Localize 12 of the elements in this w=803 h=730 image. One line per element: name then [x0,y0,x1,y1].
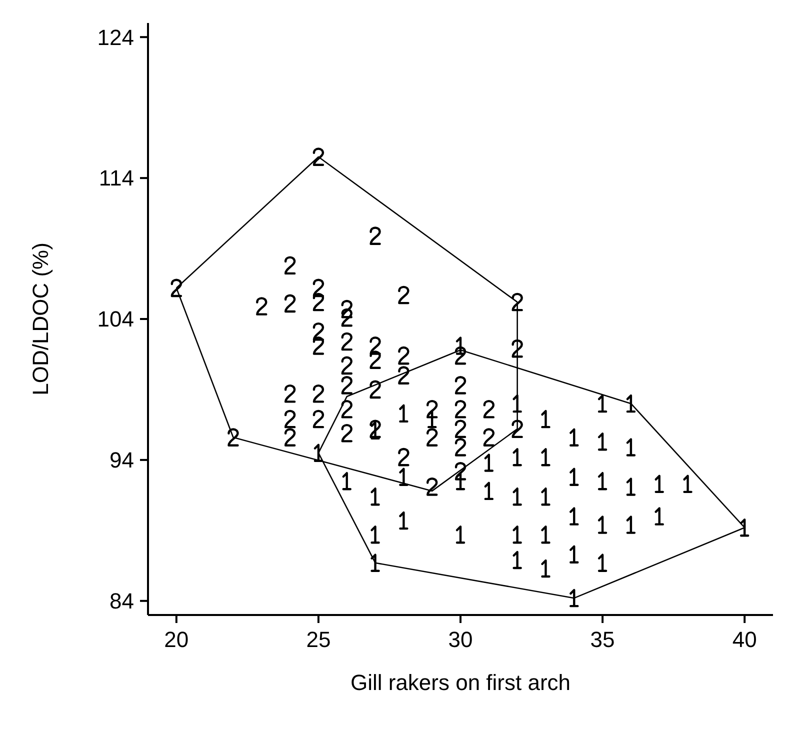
y-tick-label: 124 [97,24,134,50]
y-tick-label: 94 [110,448,134,473]
y-tick-label: 114 [98,166,134,191]
x-tick-label: 30 [448,627,473,652]
y-axis-title: LOD/LDOC (%) [28,242,53,396]
x-tick-label: 35 [590,627,615,652]
x-tick-label: 25 [306,627,331,652]
x-tick-label: 20 [164,627,189,652]
y-tick-label: 104 [97,306,134,332]
x-tick-label: 40 [732,627,757,652]
y-tick-label: 84 [110,588,134,614]
x-axis-title: Gill rakers on first arch [350,670,571,695]
